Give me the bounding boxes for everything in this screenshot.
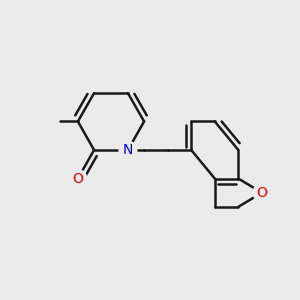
Text: O: O	[256, 186, 267, 200]
Text: O: O	[72, 172, 83, 186]
Circle shape	[69, 170, 87, 188]
Text: N: N	[123, 143, 133, 157]
Circle shape	[119, 141, 137, 159]
Circle shape	[253, 184, 271, 202]
